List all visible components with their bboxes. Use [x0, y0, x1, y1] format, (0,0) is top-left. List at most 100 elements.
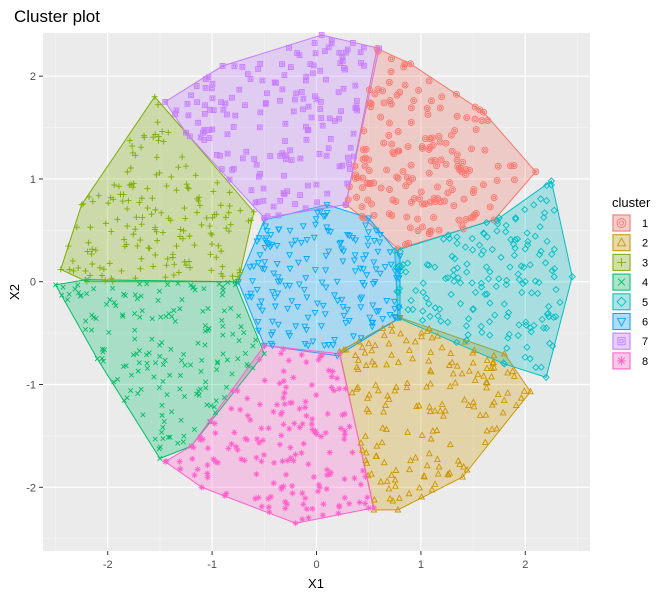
cluster-8-point — [365, 505, 372, 512]
cluster-5-point — [533, 289, 542, 298]
cluster-1-point — [418, 144, 426, 152]
cluster-7-point — [302, 205, 309, 212]
cluster-3-point — [184, 184, 191, 191]
cluster-7-point — [344, 46, 351, 53]
cluster-1-point — [479, 181, 487, 189]
cluster-1-point — [359, 155, 367, 163]
cluster-1-point — [401, 81, 409, 89]
cluster-7-point — [323, 152, 330, 159]
x-axis-title: X1 — [308, 576, 324, 591]
cluster-4-point — [200, 308, 206, 314]
cluster-3-point — [138, 195, 145, 202]
cluster-4-point — [111, 379, 117, 385]
cluster-3-point — [194, 209, 201, 216]
cluster-5-point — [524, 241, 532, 249]
cluster-5-point — [511, 215, 520, 223]
cluster-8-point — [207, 418, 214, 425]
cluster-1-point — [453, 151, 461, 159]
cluster-8-point — [329, 368, 336, 375]
cluster-4-point — [132, 336, 138, 342]
cluster-4-point — [214, 367, 220, 373]
cluster-6-point — [359, 279, 366, 287]
cluster-4-point — [144, 281, 150, 287]
cluster-8-point — [324, 472, 331, 479]
cluster-6-point — [288, 298, 296, 305]
cluster-8-point — [328, 384, 335, 391]
cluster-3-point — [132, 152, 139, 159]
cluster-5-point — [393, 287, 401, 296]
cluster-3-point — [181, 205, 188, 212]
cluster-5-point — [441, 274, 450, 283]
cluster-4-point — [160, 361, 166, 368]
cluster-2-point — [368, 470, 375, 477]
cluster-7-point — [297, 155, 304, 162]
cluster-4-point — [160, 435, 166, 442]
cluster-3-point — [121, 236, 128, 243]
cluster-2-point — [378, 438, 386, 446]
cluster-7-point — [353, 98, 360, 104]
legend-label-8: 8 — [642, 356, 648, 368]
x-axis: -2 -1 0 1 2 — [103, 551, 528, 571]
cluster-2-point — [446, 440, 454, 448]
cluster-5-point — [547, 177, 556, 185]
cluster-6-point — [258, 265, 266, 273]
cluster-4-point — [135, 390, 141, 397]
cluster-3-point — [88, 251, 95, 258]
cluster-2-point — [392, 466, 400, 473]
cluster-1-point — [387, 55, 395, 63]
cluster-6-point — [294, 303, 302, 311]
cluster-1-point — [486, 203, 494, 211]
cluster-2-point — [499, 408, 507, 416]
cluster-hull-8 — [164, 344, 375, 524]
cluster-2-point — [512, 401, 520, 408]
cluster-4-point — [138, 293, 144, 299]
cluster-4-point — [178, 417, 184, 423]
cluster-4-point — [136, 281, 143, 287]
cluster-2-point — [449, 369, 457, 377]
cluster-2-point — [363, 459, 371, 466]
cluster-5-point — [461, 243, 470, 251]
cluster-3-point — [120, 191, 127, 198]
cluster-4-point — [181, 433, 187, 439]
cluster-3-point — [124, 168, 131, 175]
cluster-6-point — [371, 279, 379, 286]
cluster-2-point — [482, 378, 490, 385]
cluster-1-point — [407, 60, 414, 68]
cluster-5-point — [552, 312, 560, 321]
cluster-4-point — [235, 356, 241, 362]
cluster-1-point — [426, 135, 434, 143]
cluster-3-point — [227, 221, 234, 228]
cluster-7-point — [318, 32, 325, 38]
cluster-4-point — [93, 316, 99, 322]
cluster-8-point — [247, 416, 254, 423]
cluster-8-point — [341, 431, 348, 438]
cluster-1-point — [359, 174, 367, 182]
cluster-6-point — [286, 265, 294, 273]
cluster-1-point — [532, 168, 540, 176]
cluster-7-point — [202, 85, 209, 91]
cluster-6-point — [376, 270, 384, 278]
cluster-2-point — [361, 348, 369, 356]
cluster-7-point — [308, 114, 315, 121]
cluster-6-point — [359, 266, 367, 273]
cluster-2-point — [446, 469, 454, 476]
cluster-6-point — [286, 252, 294, 259]
cluster-5-point — [540, 209, 549, 217]
cluster-6-point — [286, 332, 294, 340]
cluster-3-point — [168, 173, 175, 180]
cluster-1-point — [410, 195, 418, 203]
cluster-1-point — [416, 195, 423, 203]
cluster-5-point — [503, 276, 511, 285]
cluster-6-point — [329, 342, 337, 349]
cluster-1-point — [365, 167, 373, 175]
cluster-3-points — [57, 93, 257, 285]
y-tick-label: -2 — [26, 482, 36, 494]
cluster-7-point — [324, 190, 331, 197]
cluster-8-point — [311, 429, 318, 436]
cluster-4-point — [159, 412, 165, 418]
cluster-1-point — [417, 188, 425, 196]
cluster-7-point — [313, 181, 320, 188]
cluster-1-point — [430, 195, 438, 202]
cluster-2-point — [493, 424, 501, 432]
cluster-3-point — [196, 194, 203, 201]
